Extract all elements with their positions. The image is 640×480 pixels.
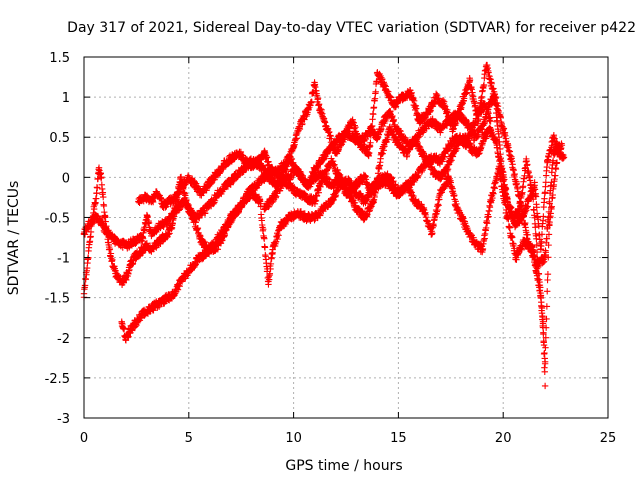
data-point [100,202,108,210]
data-point [370,104,378,111]
data-point [524,231,531,238]
data-point [97,170,104,177]
data-point [410,94,417,102]
data-point [468,86,475,93]
data-point [490,85,497,92]
data-point [105,246,113,253]
data-point [452,119,460,127]
data-point [543,235,551,242]
data-point [542,249,550,256]
data-point [487,76,494,83]
data-point [413,105,420,112]
data-point [372,88,379,96]
data-point [379,75,386,83]
data-point [370,111,377,118]
data-point [328,135,335,142]
data-point [93,190,100,197]
data-point [369,116,376,123]
data-point [95,166,102,173]
data-point [230,177,238,185]
data-point [463,90,470,97]
data-point [502,132,509,139]
data-point [500,125,508,132]
data-point [314,95,322,102]
data-points [80,61,568,390]
data-point [480,81,488,89]
data-point [100,193,107,201]
data-point [101,214,109,221]
data-point [109,256,116,264]
data-point [367,139,374,146]
data-point [540,258,548,265]
data-point [81,282,89,289]
grid [84,57,608,418]
data-point [511,170,518,178]
data-point [469,89,476,96]
data-point [308,98,315,106]
data-point [94,184,101,192]
data-point [87,228,95,236]
data-point [414,109,421,117]
data-point [98,174,105,181]
